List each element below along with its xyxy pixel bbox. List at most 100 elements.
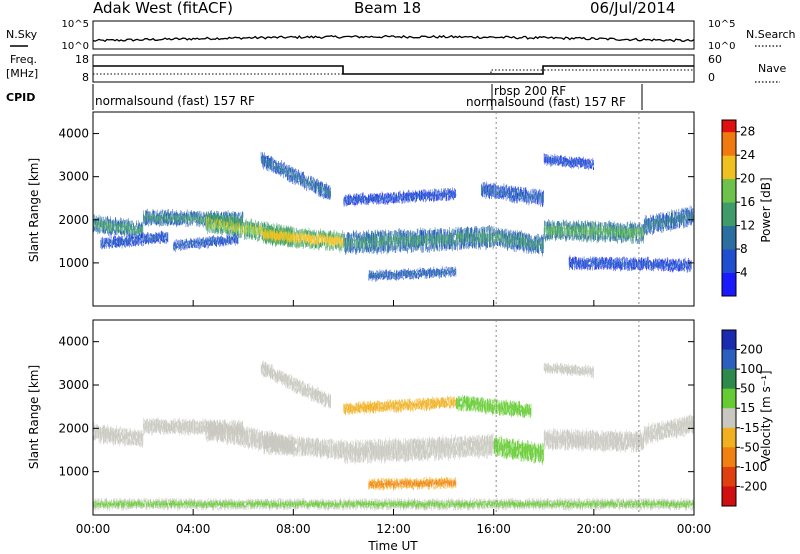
heat-cell [267,226,268,230]
heat-cell [154,221,155,224]
heat-cell [159,236,160,239]
heat-cell [270,164,271,167]
heat-cell [272,237,273,242]
heat-cell [411,242,412,248]
heat-cell [118,221,119,224]
heat-cell [399,246,400,252]
heat-cell [209,239,210,242]
heat-cell [386,235,387,241]
heat-cell [255,226,256,231]
heat-cell [308,238,309,242]
heat-cell [141,243,142,246]
heat-cell [276,226,277,231]
heat-cell [242,227,243,232]
power-heatmap [93,152,694,282]
heat-cell [289,178,290,182]
heat-cell [222,223,223,227]
heat-cell [152,218,153,221]
heat-cell [366,241,367,245]
heat-cell [156,238,157,240]
heat-cell [140,239,141,241]
heat-cell [94,214,95,218]
heat-cell [236,224,237,228]
heat-cell [96,216,97,220]
heat-cell [94,218,95,222]
heat-cell [330,192,331,196]
heat-cell [125,245,126,248]
heat-cell [353,247,354,253]
heat-cell [457,238,458,242]
heat-cell [344,232,345,237]
heat-cell [202,239,203,242]
heat-cell [181,217,182,220]
heat-cell [197,246,198,248]
heat-cell [281,160,282,164]
heat-cell [317,179,318,183]
heat-cell [298,170,299,174]
heat-cell [243,213,244,216]
heat-cell [458,241,459,245]
heat-cell [375,238,376,244]
heat-cell [96,220,97,224]
heat-cell [105,226,106,230]
heat-cell [123,243,124,245]
heat-cell [224,237,225,239]
heat-cell [323,183,324,187]
heat-cell [147,234,148,236]
heat-cell [330,242,331,247]
heat-cell [373,249,374,254]
heat-cell [137,223,138,226]
heat-cell [144,219,145,223]
heat-cell [101,217,102,220]
heat-cell [108,228,109,232]
heat-cell [183,240,184,242]
heat-cell [421,231,422,236]
heat-cell [147,221,148,224]
heat-cell [113,227,114,231]
heat-cell [274,229,275,233]
heat-cell [236,239,237,241]
heat-cell [390,231,391,236]
heat-cell [203,212,204,216]
heat-cell [295,169,296,172]
heat-cell [414,236,415,241]
heat-cell [144,243,145,246]
heat-cell [452,246,453,252]
heat-cell [130,235,131,238]
heat-cell [137,242,138,244]
heat-cell [294,242,295,246]
heat-cell [434,246,435,251]
heat-cell [121,231,122,234]
heat-cell [394,240,395,245]
heat-cell [313,243,314,247]
heat-cell [169,213,170,217]
heat-cell [185,245,186,247]
heat-cell [217,228,218,232]
heat-cell [398,246,399,251]
heat-cell [236,217,237,221]
heat-cell [438,240,439,246]
heat-cell [431,246,432,251]
heat-cell [192,222,193,225]
heat-cell [181,246,182,248]
heat-cell [360,242,361,247]
heat-cell [107,239,108,241]
heat-cell [303,243,304,247]
heat-cell [298,173,299,177]
heat-cell [267,156,268,160]
heat-cell [222,212,223,215]
nsky-trace [93,36,694,42]
heat-cell [226,241,227,243]
heat-cell [282,165,283,169]
heat-cell [224,244,225,246]
heat-cell [171,211,172,214]
heat-cell [232,242,233,244]
heat-cell [201,213,202,217]
heat-cell [169,220,170,223]
heat-cell [125,240,126,243]
heat-cell [142,240,143,242]
heat-cell [267,160,268,164]
heat-cell [337,233,338,238]
heat-cell [293,178,294,182]
heat-cell [121,241,122,243]
